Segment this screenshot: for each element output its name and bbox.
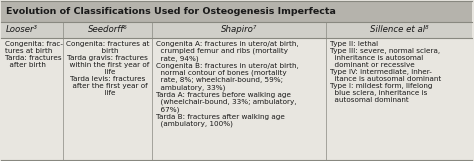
Text: Congenita: fractures at
  birth
Tarda gravis: fractures
  within the first year : Congenita: fractures at birth Tarda grav… bbox=[65, 41, 149, 96]
Text: Congenita: frac-
tures at birth
Tarda: fractures
  after birth: Congenita: frac- tures at birth Tarda: f… bbox=[5, 41, 63, 68]
Text: Looser³: Looser³ bbox=[6, 25, 38, 34]
FancyBboxPatch shape bbox=[1, 1, 472, 22]
Text: Seedorff⁶: Seedorff⁶ bbox=[88, 25, 127, 34]
Text: Sillence et al⁸: Sillence et al⁸ bbox=[370, 25, 428, 34]
Text: Shapiro⁷: Shapiro⁷ bbox=[221, 25, 257, 34]
FancyBboxPatch shape bbox=[1, 22, 472, 38]
FancyBboxPatch shape bbox=[1, 38, 472, 160]
Text: Type II: lethal
Type III: severe, normal sclera,
  inheritance is autosomal
  do: Type II: lethal Type III: severe, normal… bbox=[330, 41, 441, 103]
Text: Evolution of Classifications Used for Osteogenesis Imperfecta: Evolution of Classifications Used for Os… bbox=[6, 7, 336, 16]
Text: Congenita A: fractures in utero/at birth,
  crumpled femur and ribs (mortality
 : Congenita A: fractures in utero/at birth… bbox=[156, 41, 299, 128]
